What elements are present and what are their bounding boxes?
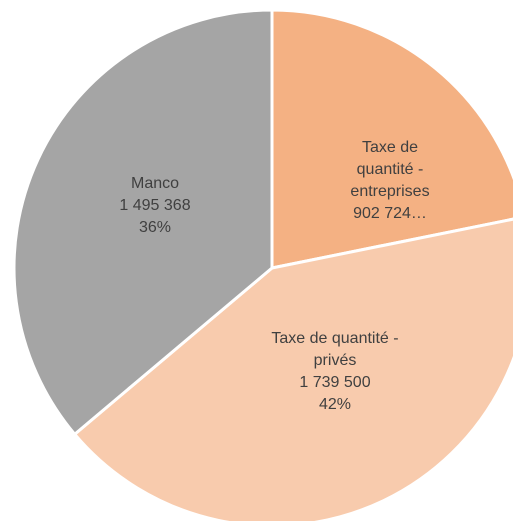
pie-slice bbox=[72, 217, 513, 521]
pie-slice bbox=[12, 8, 274, 437]
category-label: Taxe de quantité - bbox=[271, 330, 398, 347]
value-label: 1 739 500 bbox=[299, 374, 370, 391]
value-label: 1 495 368 bbox=[119, 197, 190, 214]
data-label: Taxe de quantité - privés 1 739 500 42% bbox=[271, 330, 398, 413]
pie-slice bbox=[270, 8, 513, 270]
category-label: Manco bbox=[131, 175, 179, 192]
category-label: Taxe de bbox=[362, 139, 418, 156]
data-label: Manco 1 495 368 36% bbox=[119, 175, 190, 236]
percent-label: 42% bbox=[319, 396, 351, 413]
percent-label: 36% bbox=[139, 219, 171, 236]
category-label: quantité - bbox=[357, 161, 424, 178]
data-label: Taxe de quantité - entreprises 902 724… bbox=[350, 139, 429, 222]
category-label: entreprises bbox=[350, 183, 429, 200]
value-label: 902 724… bbox=[353, 205, 427, 222]
category-label: privés bbox=[314, 352, 357, 369]
